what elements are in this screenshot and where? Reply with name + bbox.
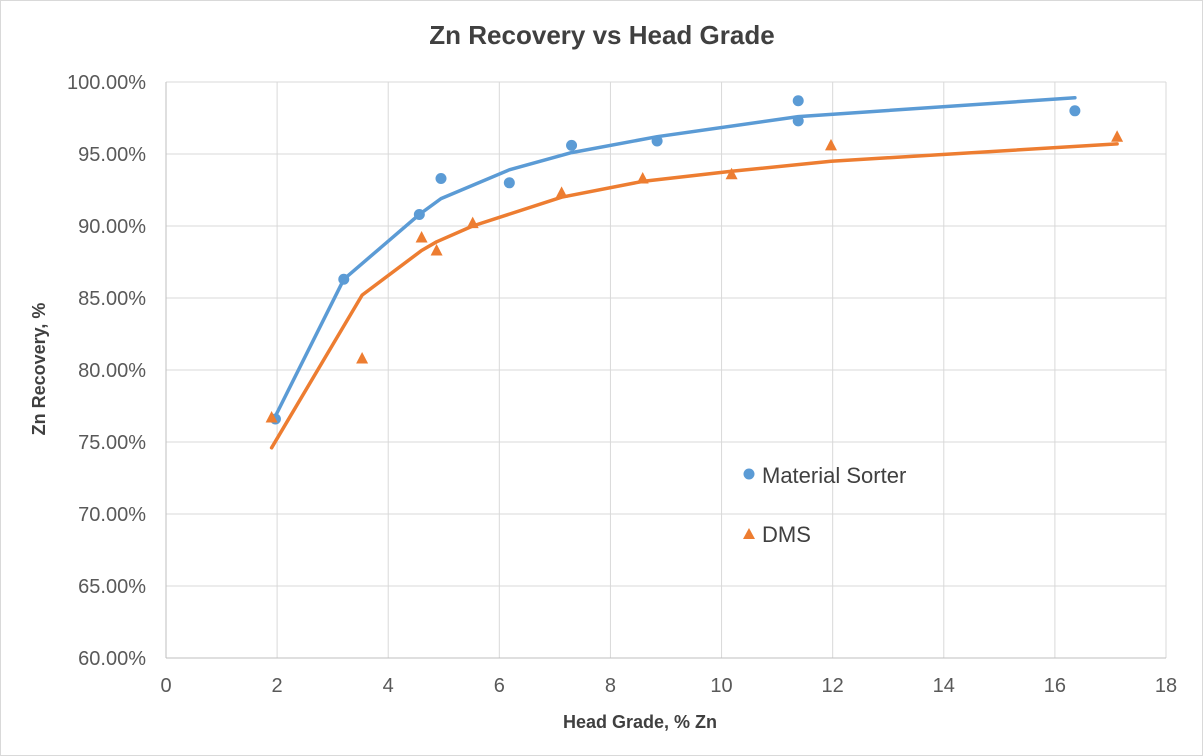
x-tick-label: 16 <box>1044 675 1066 697</box>
y-tick-label: 95.00% <box>78 144 146 166</box>
x-tick-label: 6 <box>494 675 505 697</box>
x-tick-label: 0 <box>160 675 171 697</box>
x-axis-ticks: 0 2 4 6 8 10 12 14 16 18 <box>160 675 1177 697</box>
y-tick-label: 90.00% <box>78 216 146 238</box>
data-point-material-sorter <box>651 135 663 147</box>
y-axis-ticks: 60.00% 65.00% 70.00% 75.00% 80.00% 85.00% 90.0… <box>67 72 146 670</box>
trendlines <box>269 96 1119 450</box>
y-tick-label: 60.00% <box>78 648 146 670</box>
y-tick-label: 70.00% <box>78 504 146 526</box>
data-point-dms <box>825 138 837 151</box>
data-points <box>265 95 1124 425</box>
y-tick-label: 85.00% <box>78 288 146 310</box>
x-tick-label: 14 <box>933 675 955 697</box>
data-point-dms <box>356 352 369 364</box>
x-tick-label: 4 <box>383 675 394 697</box>
legend: Material Sorter DMS <box>743 463 906 547</box>
trendline-dms <box>269 142 1119 450</box>
legend-marker-dms <box>743 528 755 539</box>
axes <box>165 82 1166 659</box>
data-point-material-sorter <box>338 273 350 285</box>
x-tick-label: 10 <box>710 675 732 697</box>
data-point-material-sorter <box>792 95 804 107</box>
legend-label-material-sorter: Material Sorter <box>762 463 906 488</box>
x-tick-label: 2 <box>272 675 283 697</box>
data-point-dms <box>265 411 278 423</box>
data-point-material-sorter <box>413 208 425 220</box>
data-point-dms <box>415 231 428 243</box>
x-tick-label: 8 <box>605 675 616 697</box>
y-tick-label: 100.00% <box>67 72 146 94</box>
legend-marker-material-sorter <box>743 468 755 480</box>
data-point-dms <box>636 172 649 184</box>
data-point-material-sorter <box>435 172 447 184</box>
data-point-dms <box>725 167 738 180</box>
legend-label-dms: DMS <box>762 522 811 547</box>
data-point-dms <box>555 186 568 198</box>
data-point-material-sorter <box>503 177 515 189</box>
data-point-material-sorter <box>792 115 804 127</box>
y-tick-label: 75.00% <box>78 432 146 454</box>
data-point-dms <box>1111 130 1124 142</box>
data-point-material-sorter <box>566 139 578 151</box>
trendline-material-sorter <box>273 96 1077 418</box>
x-axis-title: Head Grade, % Zn <box>563 712 717 732</box>
chart-title: Zn Recovery vs Head Grade <box>429 20 774 50</box>
data-point-material-sorter <box>1069 105 1081 117</box>
data-point-dms <box>466 216 479 229</box>
y-tick-label: 65.00% <box>78 576 146 598</box>
x-tick-label: 12 <box>822 675 844 697</box>
data-point-dms <box>430 244 443 256</box>
y-tick-label: 80.00% <box>78 360 146 382</box>
x-tick-label: 18 <box>1155 675 1177 697</box>
y-axis-title: Zn Recovery, % <box>29 303 49 436</box>
